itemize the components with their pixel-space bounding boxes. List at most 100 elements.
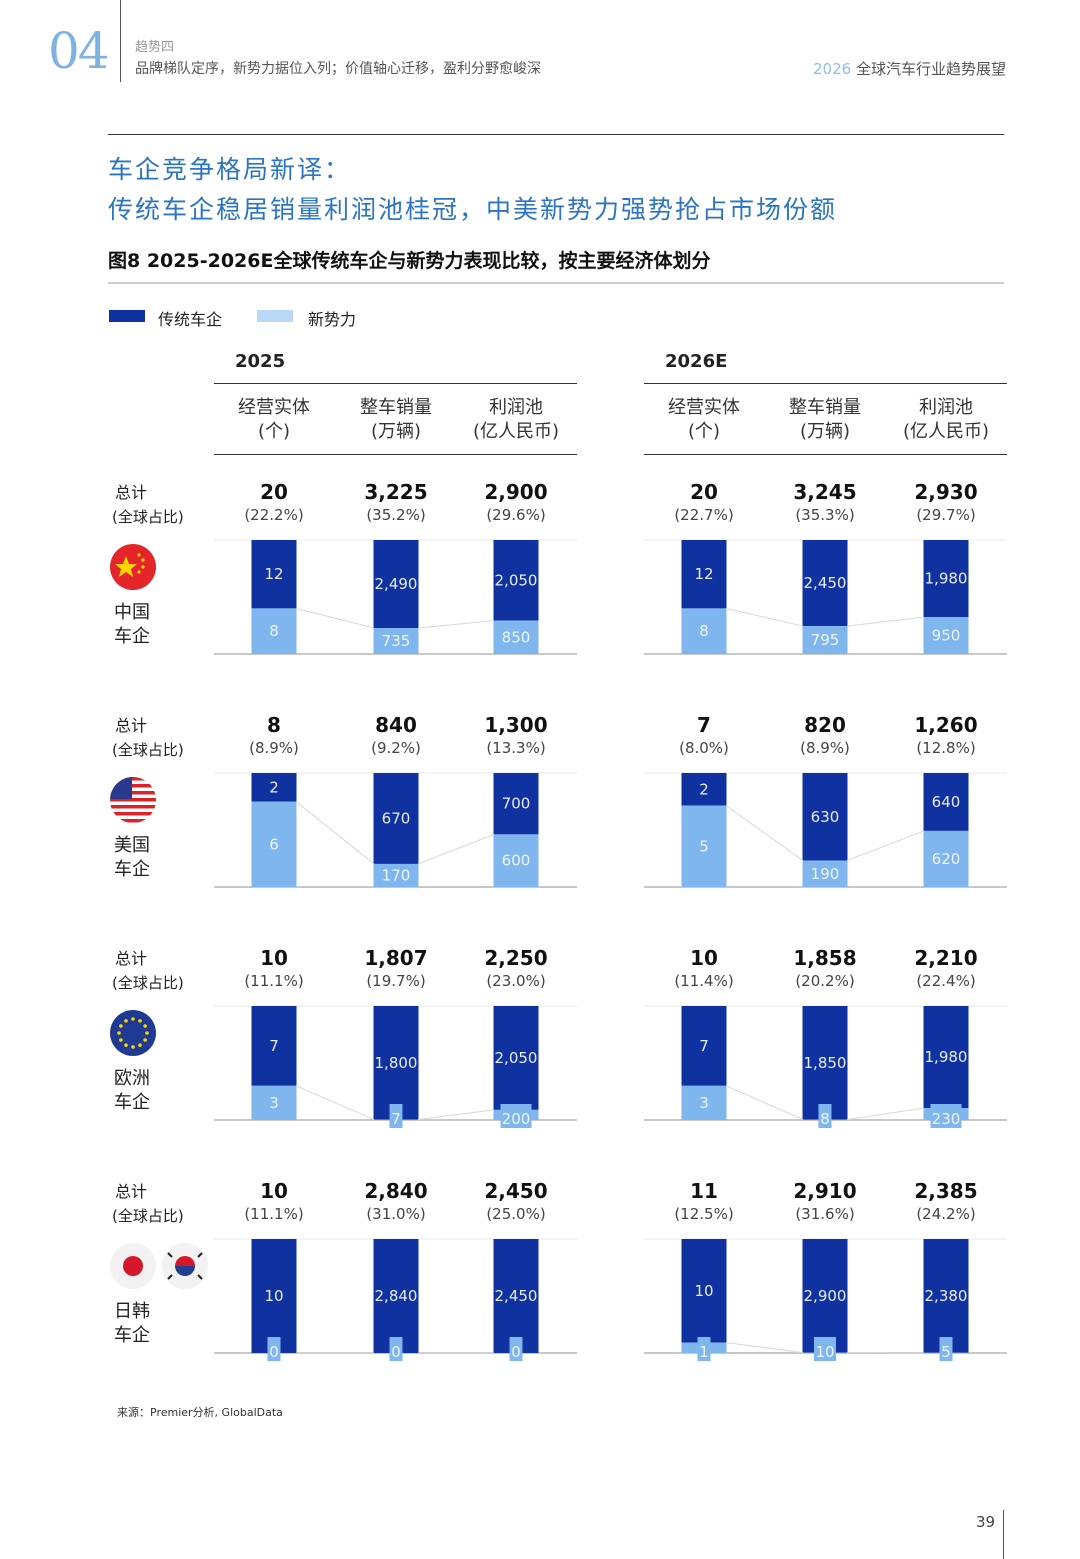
bar-new	[681, 608, 727, 654]
bar-traditional	[923, 773, 969, 831]
metric-share: (12.8%)	[916, 739, 976, 757]
china-flag-icon	[110, 544, 156, 590]
region-name: 美国	[114, 835, 150, 856]
metric-share: (13.3%)	[486, 739, 546, 757]
metric-total: 2,385	[914, 1179, 978, 1203]
connector-line	[295, 607, 375, 629]
metric-total: 20	[690, 480, 718, 504]
metric-label: 经营实体	[668, 397, 740, 418]
header-rule-bottom	[644, 454, 1007, 455]
bar-traditional	[681, 1006, 727, 1086]
region-name-suffix: 车企	[114, 1325, 150, 1346]
metric-total: 1,807	[364, 946, 428, 970]
total-label: 总计	[115, 483, 148, 502]
bar-traditional	[923, 540, 969, 618]
chapter-number: 04	[48, 22, 110, 80]
bar-new	[681, 805, 727, 887]
bar-label-traditional: 2	[269, 778, 279, 796]
bar-label-new: 200	[502, 1110, 531, 1128]
bar-label-new-box	[389, 1337, 403, 1361]
metric-share: (19.7%)	[366, 972, 426, 990]
metric-share: (23.0%)	[486, 972, 546, 990]
bar-label-new: 3	[269, 1094, 279, 1112]
bar-label-new: 10	[815, 1343, 834, 1361]
region-name: 日韩	[114, 1301, 150, 1322]
bar-new	[251, 801, 297, 887]
bar-label-new: 795	[811, 631, 840, 649]
metric-total: 7	[697, 713, 711, 737]
metric-unit: (万辆)	[799, 421, 851, 442]
connector-line	[417, 1109, 495, 1121]
section-label: 趋势四	[135, 40, 175, 55]
stacked-bar-chart: 10 0 2,840 0 2,450 0	[214, 1238, 577, 1361]
column-header: 整车销量 (万辆)	[765, 396, 885, 444]
metric-label: 整车销量	[789, 397, 861, 418]
share-label: (全球占比)	[112, 1207, 184, 1225]
bar-label-new-box	[267, 1337, 281, 1361]
metric-total: 2,930	[914, 480, 978, 504]
figure-rule	[108, 282, 1004, 284]
column-header: 利润池 (亿人民币)	[456, 396, 576, 444]
bar-traditional	[681, 1239, 727, 1343]
header-rule-top	[214, 383, 577, 384]
bar-traditional	[251, 1239, 297, 1353]
metric-share: (20.2%)	[795, 972, 855, 990]
metric-total: 840	[375, 713, 417, 737]
page-title-line1: 车企竞争格局新译：	[108, 155, 352, 184]
bar-label-new: 735	[382, 632, 411, 650]
region-name: 中国	[114, 602, 150, 623]
total-label: 总计	[115, 949, 148, 968]
connector-line	[417, 620, 495, 629]
figure-title: 图8 2025-2026E全球传统车企与新势力表现比较，按主要经济体划分	[108, 250, 711, 272]
metric-share: (8.9%)	[800, 739, 850, 757]
bar-label-traditional: 2,900	[804, 1287, 847, 1305]
header-divider	[120, 0, 121, 82]
bar-label-new: 620	[932, 850, 961, 868]
bar-label-new-box	[500, 1104, 532, 1128]
section-subtitle: 品牌梯队定序，新势力据位入列；价值轴心迁移，盈利分野愈峻深	[135, 61, 541, 77]
page-title-line2: 传统车企稳居销量利润池桂冠，中美新势力强势抢占市场份额	[108, 195, 838, 224]
bar-label-new: 7	[391, 1110, 401, 1128]
share-label: (全球占比)	[112, 741, 184, 759]
metric-unit: (亿人民币)	[902, 421, 990, 442]
stacked-bar-chart: 2 5 630 190 640 620	[644, 772, 1007, 888]
metric-unit: (个)	[257, 421, 291, 442]
metric-share: (8.0%)	[679, 739, 729, 757]
connector-line	[846, 616, 925, 627]
bar-label-new: 3	[699, 1094, 709, 1112]
metric-total: 10	[690, 946, 718, 970]
metric-unit: (亿人民币)	[472, 421, 560, 442]
bar-new	[493, 620, 539, 654]
japan-korea-flag-icon	[110, 1243, 208, 1289]
bar-label-traditional: 2,050	[495, 1049, 538, 1067]
bar-traditional	[923, 1006, 969, 1109]
bar-new	[802, 860, 848, 887]
metric-total: 20	[260, 480, 288, 504]
bar-label-traditional: 2,380	[925, 1287, 968, 1305]
bar-new	[373, 628, 419, 654]
title-rule	[108, 134, 1004, 135]
bar-traditional	[373, 773, 419, 864]
share-label: (全球占比)	[112, 508, 184, 526]
bar-label-traditional: 10	[264, 1287, 283, 1305]
bar-traditional	[373, 1239, 419, 1353]
bar-new	[923, 617, 969, 654]
bar-label-traditional: 12	[264, 565, 283, 583]
bar-label-new: 600	[502, 852, 531, 870]
metric-share: (24.2%)	[916, 1205, 976, 1223]
bar-label-new: 8	[820, 1110, 830, 1128]
metric-total: 10	[260, 1179, 288, 1203]
metric-unit: (万辆)	[370, 421, 422, 442]
period-label: 2025	[235, 351, 286, 372]
connector-line	[725, 1085, 804, 1120]
metric-share: (11.1%)	[244, 1205, 304, 1223]
report-title: 2026 全球汽车行业趋势展望	[813, 58, 1006, 79]
bar-traditional	[802, 773, 848, 861]
bar-label-traditional: 2,450	[804, 574, 847, 592]
connector-line	[725, 607, 804, 627]
bar-new	[681, 1085, 727, 1120]
header-rule-top	[644, 383, 1007, 384]
bar-label-traditional: 1,980	[925, 1048, 968, 1066]
bar-label-traditional: 1,800	[375, 1054, 418, 1072]
